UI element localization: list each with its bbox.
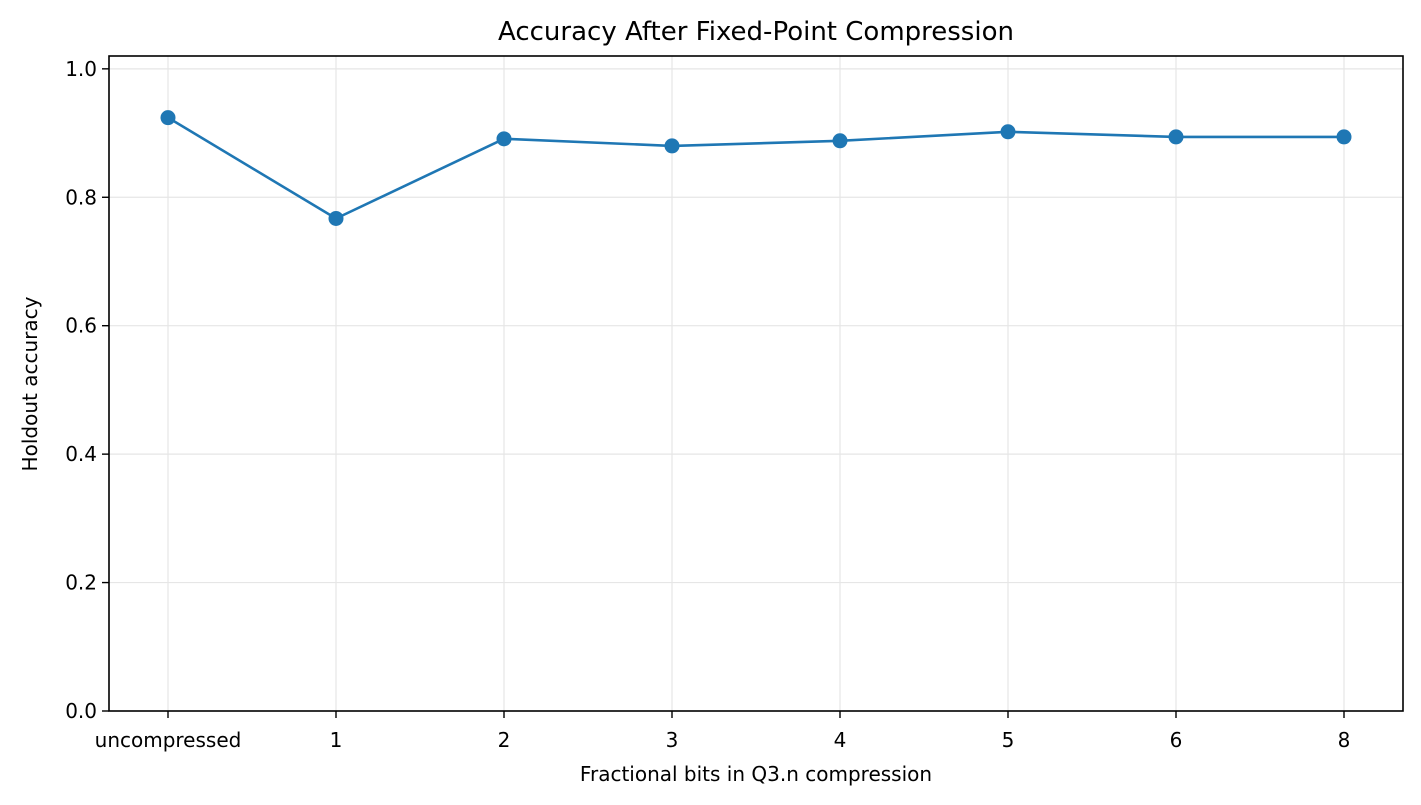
data-point (328, 210, 344, 226)
x-axis-ticks: uncompressed 1 2 3 4 5 6 8 (95, 711, 1351, 752)
grid-lines (109, 56, 1403, 712)
series-points (160, 110, 1352, 226)
plot-area-frame (108, 55, 1404, 712)
y-axis-label: Holdout accuracy (18, 296, 42, 471)
y-tick-label: 0.2 (65, 571, 97, 595)
x-tick-label: uncompressed (95, 728, 242, 752)
x-tick-label: 4 (834, 728, 847, 752)
x-tick-label: 2 (498, 728, 511, 752)
data-point (496, 131, 512, 147)
data-point (664, 138, 680, 154)
x-tick-label: 8 (1338, 728, 1351, 752)
chart-title: Accuracy After Fixed-Point Compression (498, 17, 1014, 47)
data-point (1336, 129, 1352, 145)
data-point (160, 110, 176, 126)
y-tick-label: 0.6 (65, 314, 97, 338)
x-tick-label: 1 (330, 728, 343, 752)
data-point (1168, 129, 1184, 145)
series-line (167, 116, 1344, 220)
x-tick-label: 6 (1170, 728, 1183, 752)
data-point (832, 133, 848, 149)
y-tick-label: 1.0 (65, 57, 97, 81)
y-tick-label: 0.4 (65, 442, 97, 466)
data-point (1000, 124, 1016, 140)
x-tick-label: 5 (1002, 728, 1015, 752)
x-axis-label: Fractional bits in Q3.n compression (580, 762, 932, 786)
x-tick-label: 3 (666, 728, 679, 752)
y-tick-label: 0.8 (65, 185, 97, 209)
y-tick-label: 0.0 (65, 699, 97, 723)
y-axis-ticks: 0.0 0.2 0.4 0.6 0.8 1.0 (65, 57, 109, 723)
